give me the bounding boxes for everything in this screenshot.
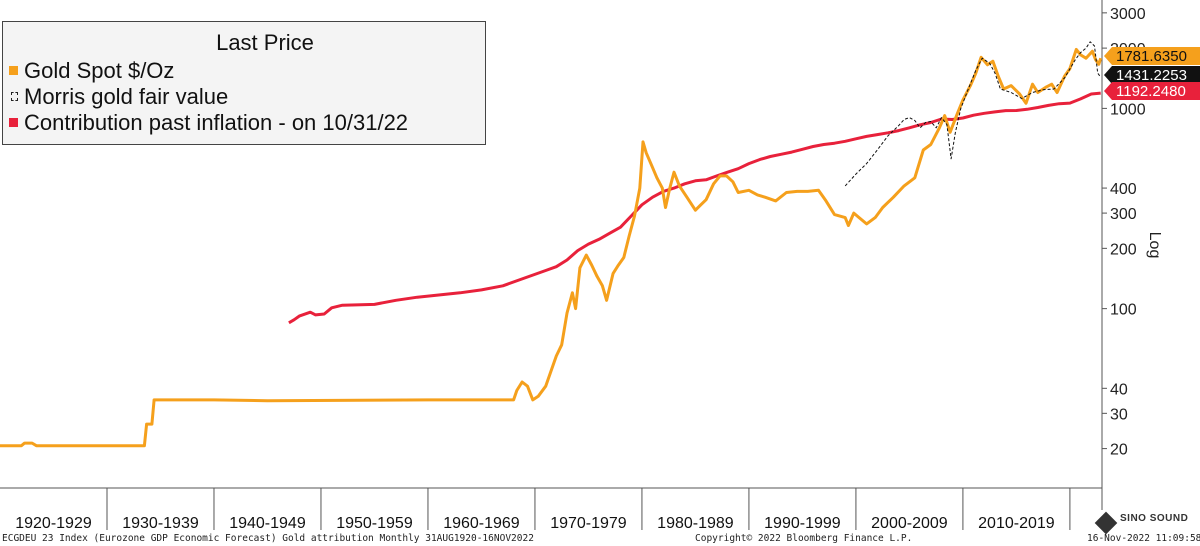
legend-title: Last Price xyxy=(216,30,314,55)
x-category-label: 1960-1969 xyxy=(443,515,520,532)
x-category-label: 1950-1959 xyxy=(336,515,413,532)
x-category-label: 1930-1939 xyxy=(122,515,199,532)
x-category-label: 1920-1929 xyxy=(15,515,92,532)
x-category-label: 2010-2019 xyxy=(978,515,1055,532)
x-category-label: 1980-1989 xyxy=(657,515,734,532)
x-category-label: 1940-1949 xyxy=(229,515,306,532)
y-tick-label: 1000 xyxy=(1110,101,1146,118)
legend-swatch-morris-fair-value xyxy=(11,91,18,101)
y-tick-label: 300 xyxy=(1110,206,1137,223)
last-value-tag-label: 1781.6350 xyxy=(1116,48,1187,65)
series-layer xyxy=(0,41,1103,448)
legend-label-gold-spot: Gold Spot $/Oz xyxy=(24,58,175,83)
last-value-tag-bg xyxy=(1104,82,1200,100)
footer-copyright: Copyright© 2022 Bloomberg Finance L.P. xyxy=(695,533,913,544)
legend-swatch-inflation xyxy=(9,117,18,127)
series-line-inflation xyxy=(288,91,1101,325)
last-value-tag-bg xyxy=(1104,66,1200,84)
y-tick-label: 3000 xyxy=(1110,6,1146,23)
legend-entry-inflation: Contribution past inflation - on 10/31/2… xyxy=(9,110,408,136)
x-axis-categories: 1920-1929 1930-1939 1940-1949 1950-1959 1960… xyxy=(15,488,1071,532)
x-category-label: 1970-1979 xyxy=(550,515,627,532)
watermark-text: SINO SOUND xyxy=(1120,513,1189,524)
last-value-tag-label: 1431.2253 xyxy=(1116,67,1187,84)
y-tick-label: 100 xyxy=(1110,302,1137,319)
x-category-label: 2000-2009 xyxy=(871,515,948,532)
y-tick-label: 40 xyxy=(1110,381,1128,398)
legend: Last Price Gold Spot $/Oz Morris gold fa… xyxy=(2,21,486,145)
watermark-diamond-icon xyxy=(1094,511,1118,535)
last-value-tag-label: 1192.2480 xyxy=(1116,83,1186,100)
legend-label-inflation: Contribution past inflation - on 10/31/2… xyxy=(24,110,409,135)
legend-swatch-gold-spot xyxy=(9,65,18,75)
x-category-label: 1990-1999 xyxy=(764,515,841,532)
last-value-tag: 1192.2480 xyxy=(1104,82,1200,100)
series-line-morris-fair-value xyxy=(844,41,1102,187)
last-value-tag-bg xyxy=(1104,47,1200,65)
last-value-tag: 1781.6350 xyxy=(1104,47,1200,65)
y-tick-label: 20 xyxy=(1110,442,1128,459)
last-value-tag: 1431.2253 xyxy=(1104,66,1200,84)
y-tick-label: 30 xyxy=(1110,406,1128,423)
legend-entry-morris-fair-value: Morris gold fair value xyxy=(9,84,228,110)
watermark-logo: SINO SOUND xyxy=(1094,511,1198,535)
y-tick-label: 200 xyxy=(1110,241,1137,258)
legend-label-morris-fair-value: Morris gold fair value xyxy=(24,84,229,109)
y-tick-label: 400 xyxy=(1110,181,1137,198)
series-line-gold-spot xyxy=(0,47,1103,448)
footer-source: ECGDEU 23 Index (Eurozone GDP Economic F… xyxy=(2,533,534,544)
legend-entry-gold-spot: Gold Spot $/Oz xyxy=(9,58,174,84)
footer-timestamp: 16-Nov-2022 11:09:58 xyxy=(1087,533,1200,544)
y-axis-title: Log xyxy=(1146,232,1163,259)
